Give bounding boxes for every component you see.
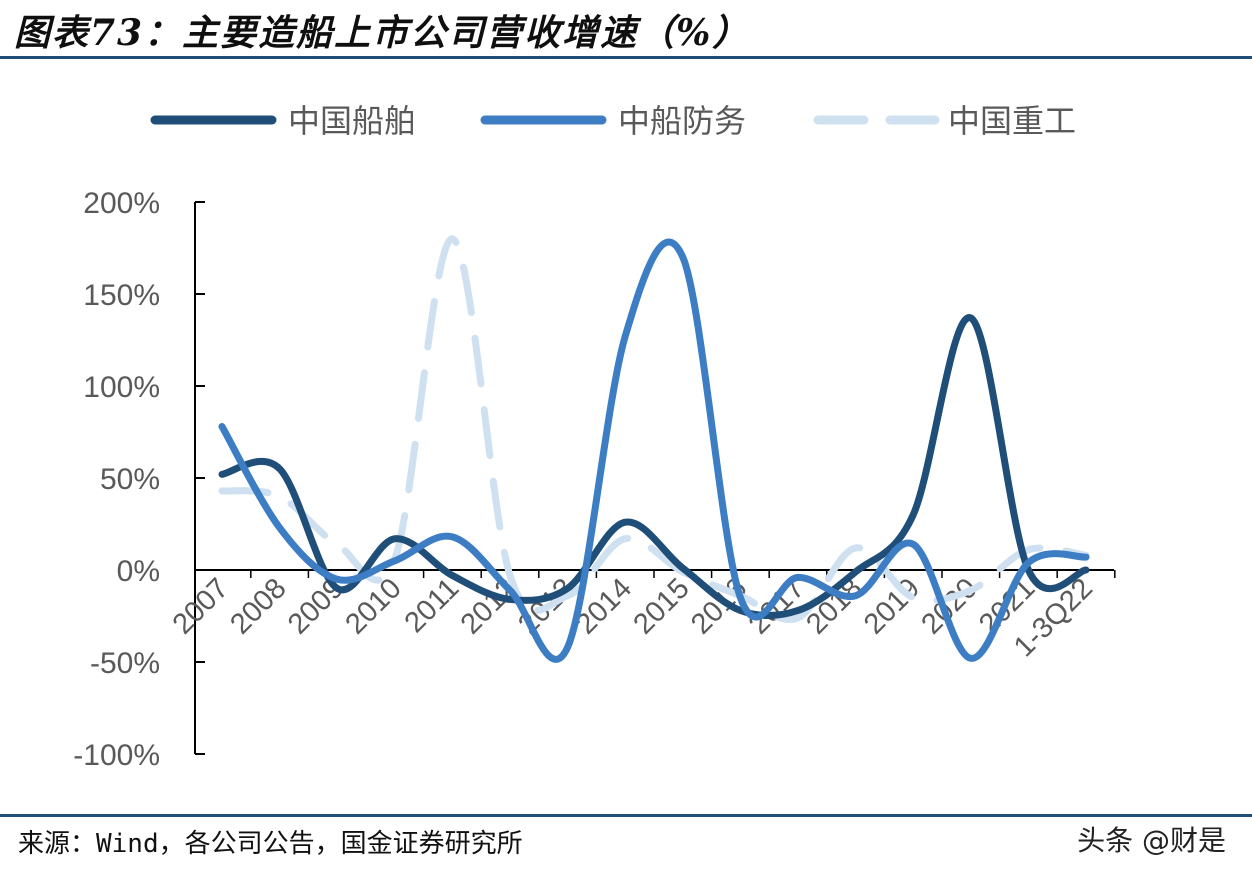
y-tick-label: -100% bbox=[73, 739, 160, 772]
title-bar: 图表73：主要造船上市公司营收增速（%） bbox=[0, 0, 1252, 59]
source-bar: 来源：Wind，各公司公告，国金证券研究所 头条 @财是 bbox=[0, 814, 1252, 871]
y-tick-label: 0% bbox=[117, 555, 160, 588]
legend-label-1: 中国船舶 bbox=[288, 102, 416, 140]
legend: 中国船舶 中船防务 中国重工 bbox=[150, 102, 1076, 140]
y-tick-label: 200% bbox=[83, 187, 160, 220]
source-note: 来源：Wind，各公司公告，国金证券研究所 bbox=[18, 829, 523, 859]
watermark: 头条 @财是 bbox=[1077, 824, 1226, 857]
chart-title: 图表73：主要造船上市公司营收增速（%） bbox=[14, 12, 751, 54]
y-tick-label: 150% bbox=[83, 279, 160, 312]
x-tick-label: 2015 bbox=[628, 572, 696, 640]
y-tick-label: -50% bbox=[90, 647, 160, 680]
legend-label-2: 中船防务 bbox=[618, 102, 746, 140]
series-line-1 bbox=[218, 314, 1090, 620]
legend-label-3: 中国重工 bbox=[948, 102, 1076, 140]
y-tick-label: 100% bbox=[83, 371, 160, 404]
y-tick-label: 50% bbox=[100, 463, 160, 496]
x-tick-label: 2011 bbox=[399, 572, 466, 639]
series-line-3 bbox=[218, 235, 1090, 623]
x-tick-label: 2007 bbox=[167, 572, 235, 640]
series-group bbox=[218, 235, 1090, 663]
series-line-2 bbox=[218, 238, 1090, 663]
line-chart: 中国船舶 中船防务 中国重工 200% 150% 100% 50% 0% -50% -100% 2… bbox=[73, 102, 1116, 772]
x-tick-label: 2008 bbox=[224, 572, 292, 640]
axes: 200%150%100%50%0%-50%-100%20072008200920… bbox=[73, 187, 1116, 772]
